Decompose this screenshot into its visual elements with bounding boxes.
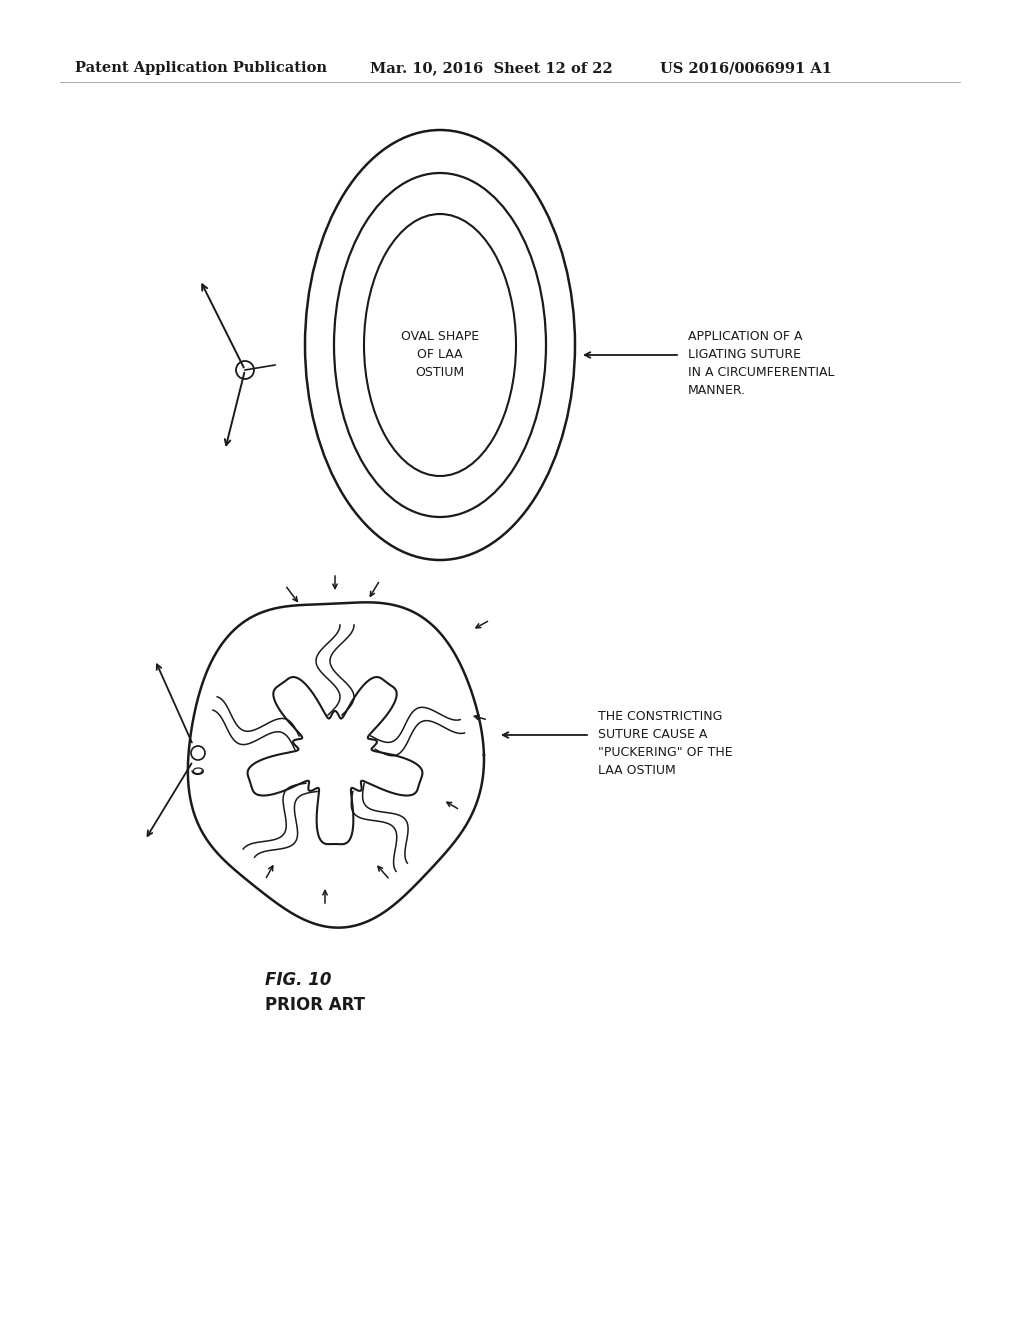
Text: OVAL SHAPE
OF LAA
OSTIUM: OVAL SHAPE OF LAA OSTIUM [401, 330, 479, 380]
Text: Patent Application Publication: Patent Application Publication [75, 61, 327, 75]
Text: Mar. 10, 2016  Sheet 12 of 22: Mar. 10, 2016 Sheet 12 of 22 [370, 61, 612, 75]
Text: PRIOR ART: PRIOR ART [265, 997, 365, 1014]
Text: APPLICATION OF A
LIGATING SUTURE
IN A CIRCUMFERENTIAL
MANNER.: APPLICATION OF A LIGATING SUTURE IN A CI… [688, 330, 835, 397]
Text: FIG. 10: FIG. 10 [265, 972, 332, 989]
Text: US 2016/0066991 A1: US 2016/0066991 A1 [660, 61, 831, 75]
Text: THE CONSTRICTING
SUTURE CAUSE A
"PUCKERING" OF THE
LAA OSTIUM: THE CONSTRICTING SUTURE CAUSE A "PUCKERI… [598, 710, 732, 777]
